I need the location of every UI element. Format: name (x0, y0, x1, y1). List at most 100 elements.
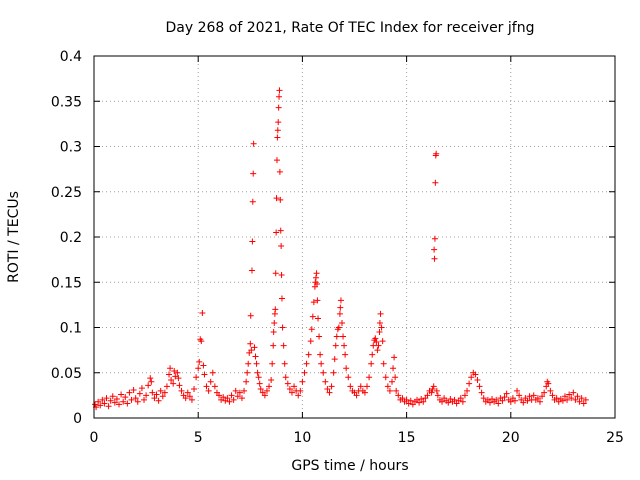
data-point (545, 380, 552, 387)
data-point (366, 374, 373, 381)
data-point (486, 399, 493, 406)
data-point (199, 310, 206, 317)
data-point (261, 392, 268, 399)
data-point (109, 393, 116, 400)
data-point (124, 400, 131, 407)
data-point (126, 389, 133, 396)
data-point (99, 396, 106, 403)
x-tick-label: 5 (194, 430, 203, 446)
data-point (399, 395, 406, 402)
data-point (171, 367, 178, 374)
data-point (128, 396, 135, 403)
data-point (271, 319, 278, 326)
data-point (395, 392, 402, 399)
data-point (188, 396, 195, 403)
data-point (203, 383, 210, 390)
data-point (209, 369, 216, 376)
data-point (514, 387, 521, 394)
data-point (424, 392, 431, 399)
y-tick-label: 0.15 (51, 275, 82, 291)
data-point (270, 342, 277, 349)
data-point (266, 383, 273, 390)
data-point (191, 386, 198, 393)
data-point (478, 389, 485, 396)
data-point (530, 392, 537, 399)
data-point (281, 360, 288, 367)
data-point (195, 365, 202, 372)
data-point (332, 342, 339, 349)
data-point (501, 394, 508, 401)
data-point (263, 387, 270, 394)
data-point (220, 394, 227, 401)
data-point (276, 87, 283, 94)
data-point (159, 393, 166, 400)
data-point (257, 386, 264, 393)
data-point (451, 396, 458, 403)
data-point (576, 398, 583, 405)
data-point (249, 198, 256, 205)
data-point (580, 400, 587, 407)
data-point (176, 382, 183, 389)
data-point (370, 342, 377, 349)
data-point (468, 374, 475, 381)
data-point (175, 375, 182, 382)
data-point (429, 386, 436, 393)
y-tick-label: 0.25 (51, 185, 82, 201)
data-point (313, 281, 320, 288)
data-point (511, 397, 518, 404)
data-point (503, 390, 510, 397)
data-point (163, 383, 170, 390)
data-point (238, 395, 245, 402)
data-point (153, 391, 160, 398)
data-point (345, 374, 352, 381)
data-point (347, 383, 354, 390)
data-point (95, 398, 102, 405)
x-tick-label: 15 (398, 430, 416, 446)
y-tick-label: 0.35 (51, 94, 82, 110)
data-point (284, 380, 291, 387)
data-point (245, 360, 252, 367)
data-point (252, 353, 259, 360)
data-point (303, 360, 310, 367)
data-point (338, 319, 345, 326)
data-point (389, 378, 396, 385)
data-point (433, 387, 440, 394)
data-point (476, 383, 483, 390)
data-point (561, 393, 568, 400)
data-point (374, 347, 381, 354)
data-point (376, 329, 383, 336)
data-point (226, 398, 233, 405)
data-point (118, 391, 125, 398)
axis-ticks (93, 55, 616, 419)
data-point (357, 383, 364, 390)
data-point (570, 389, 577, 396)
data-point (322, 378, 329, 385)
y-tick-label: 0.4 (60, 49, 82, 65)
data-point (92, 401, 99, 408)
data-point (313, 270, 320, 277)
data-point (198, 338, 205, 345)
data-point (433, 150, 440, 157)
data-point (379, 338, 386, 345)
data-point (211, 383, 218, 390)
data-point (249, 238, 256, 245)
y-tick-label: 0 (73, 411, 82, 427)
data-point (149, 389, 156, 396)
data-point (343, 365, 350, 372)
data-point (186, 393, 193, 400)
data-point (316, 333, 323, 340)
data-point (526, 393, 533, 400)
data-point (134, 398, 141, 405)
data-point (524, 397, 531, 404)
data-point (200, 362, 207, 369)
data-point (299, 378, 306, 385)
data-point (250, 170, 257, 177)
data-point (174, 369, 181, 376)
data-point (541, 389, 548, 396)
data-point (572, 396, 579, 403)
data-point (317, 351, 324, 358)
data-point (331, 356, 338, 363)
data-point (243, 378, 250, 385)
data-point (431, 255, 438, 262)
data-point (182, 395, 189, 402)
